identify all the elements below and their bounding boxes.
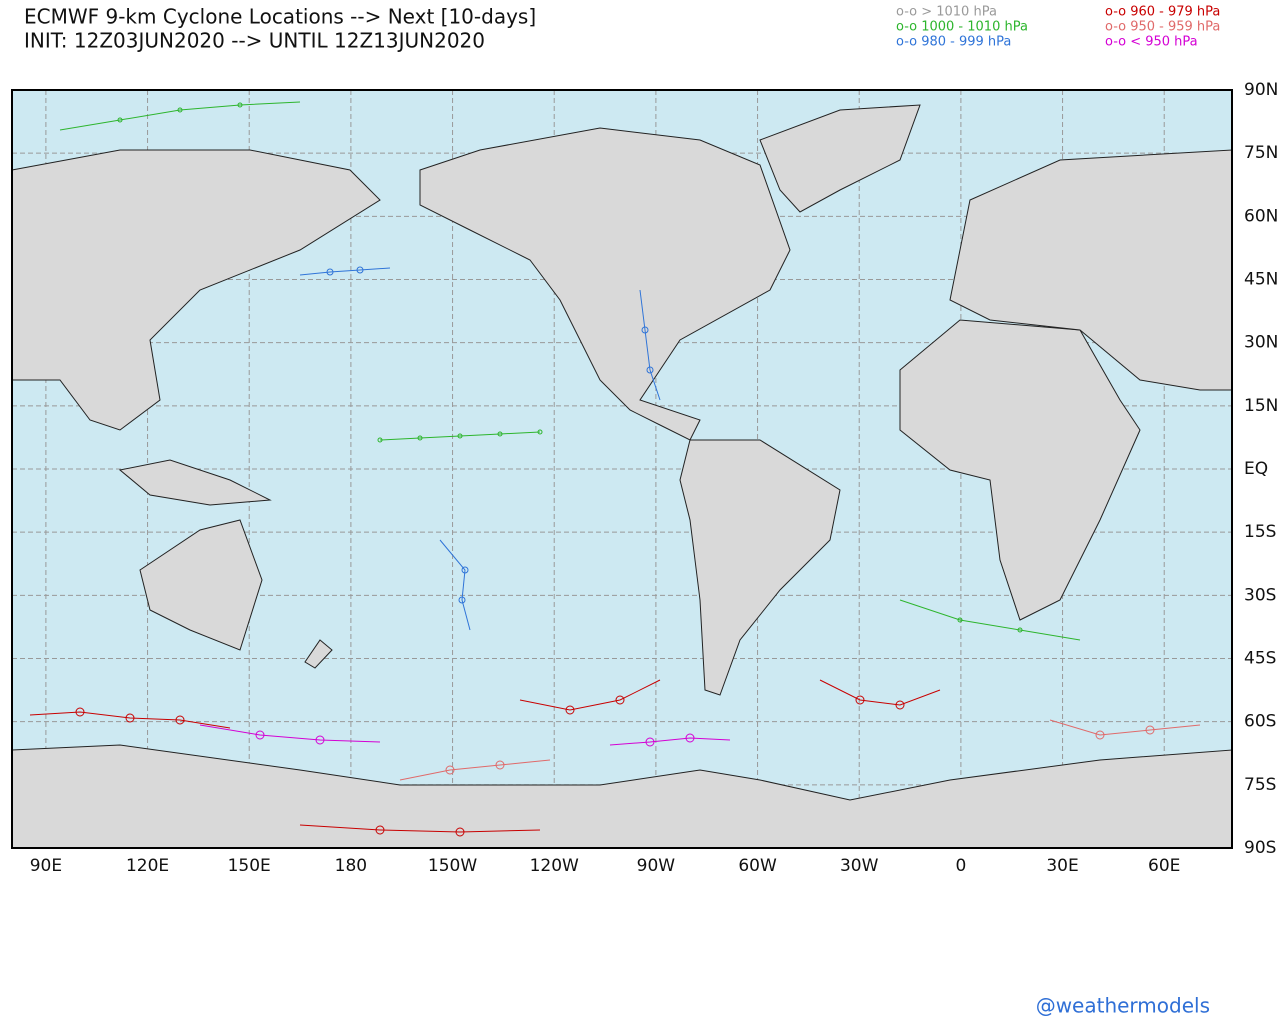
track — [899, 599, 1081, 641]
y-tick-label: 45N — [1244, 270, 1278, 290]
legend-entry: o-o 960 - 979 hPa — [1105, 5, 1220, 20]
track — [609, 733, 731, 747]
credit: @weathermodels — [1036, 994, 1210, 1018]
x-tick-label: 180 — [335, 856, 367, 876]
x-tick-label: 150E — [228, 856, 271, 876]
australia — [139, 519, 263, 651]
y-tick-label: 30N — [1244, 333, 1278, 353]
cyclone-tracks — [29, 101, 1201, 837]
track — [59, 101, 301, 131]
track — [1049, 719, 1201, 740]
track — [29, 707, 231, 729]
track — [377, 429, 543, 443]
x-tick-label: 30W — [840, 856, 879, 876]
eurasia — [949, 149, 1233, 391]
track — [519, 679, 661, 715]
y-tick-label: 75S — [1244, 775, 1276, 795]
y-tick-label: EQ — [1244, 459, 1268, 479]
greenland — [759, 104, 921, 213]
asia — [11, 149, 381, 431]
subtitle: INIT: 12Z03JUN2020 --> UNTIL 12Z13JUN202… — [24, 29, 485, 53]
legend-entry: o-o 980 - 999 hPa — [896, 35, 1011, 50]
x-tick-label: 120W — [530, 856, 579, 876]
track — [399, 759, 551, 781]
legend-entry: o-o 1000 - 1010 hPa — [896, 20, 1028, 35]
north-america — [419, 127, 791, 441]
track — [299, 824, 541, 837]
y-tick-label: 75N — [1244, 143, 1278, 163]
y-tick-label: 90S — [1244, 838, 1276, 858]
south-america — [679, 439, 841, 696]
y-tick-label: 15N — [1244, 396, 1278, 416]
x-tick-label: 30E — [1046, 856, 1078, 876]
x-tick-label: 120E — [126, 856, 169, 876]
y-tick-label: 60S — [1244, 712, 1276, 732]
land — [11, 104, 1233, 849]
track — [199, 724, 381, 745]
map-frame — [11, 89, 1233, 849]
track — [299, 266, 391, 276]
legend-entry: o-o 950 - 959 hPa — [1105, 20, 1220, 35]
x-tick-label: 60E — [1148, 856, 1180, 876]
legend-entry: o-o > 1010 hPa — [896, 5, 997, 20]
x-tick-label: 60W — [738, 856, 777, 876]
new-zealand — [304, 639, 333, 669]
track — [639, 289, 661, 401]
y-tick-label: 60N — [1244, 206, 1278, 226]
title: ECMWF 9-km Cyclone Locations --> Next [1… — [24, 5, 536, 29]
track — [819, 679, 941, 710]
x-tick-label: 0 — [955, 856, 966, 876]
indonesia — [118, 459, 272, 506]
y-tick-label: 45S — [1244, 649, 1276, 669]
y-tick-label: 30S — [1244, 585, 1276, 605]
axis-labels: 90E 120E 150E 180 150W 120W 90W 60W 30W 0 30E 60E 90… — [30, 80, 1279, 876]
legend-entry: o-o < 950 hPa — [1105, 35, 1198, 50]
x-tick-label: 150W — [428, 856, 477, 876]
x-tick-label: 90W — [637, 856, 676, 876]
track — [439, 539, 471, 631]
y-tick-label: 90N — [1244, 80, 1278, 100]
y-tick-label: 15S — [1244, 522, 1276, 542]
x-tick-label: 90E — [30, 856, 62, 876]
